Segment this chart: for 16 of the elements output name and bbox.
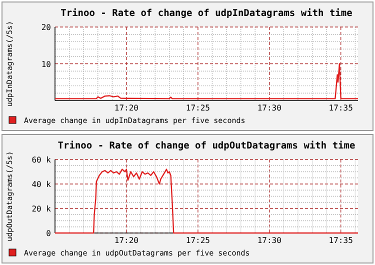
x-tick-label: 17:25 bbox=[186, 104, 210, 112]
x-tick-label: 17:20 bbox=[114, 236, 139, 245]
x-tick-label: 17:30 bbox=[257, 236, 282, 245]
chart-title: Trinoo - Rate of change of udpOutDatagrams with time bbox=[58, 140, 356, 152]
x-tick-label: 17:20 bbox=[114, 104, 139, 112]
chart-title: Trinoo - Rate of change of udpInDatagrams with time bbox=[60, 8, 353, 19]
y-tick-label: 20 k bbox=[32, 204, 52, 214]
x-tick-label: 17:35 bbox=[328, 236, 354, 245]
y-tick-label: 40 k bbox=[32, 180, 52, 189]
y-tick-label: 0 bbox=[46, 229, 52, 238]
x-tick-label: 17:30 bbox=[257, 104, 282, 112]
y-tick-label: 60 k bbox=[32, 156, 52, 164]
y-tick-label: 20 bbox=[41, 23, 52, 32]
y-tick-label: 10 bbox=[41, 60, 52, 69]
x-tick-label: 17:25 bbox=[186, 236, 210, 245]
x-tick-label: 17:35 bbox=[328, 104, 354, 112]
